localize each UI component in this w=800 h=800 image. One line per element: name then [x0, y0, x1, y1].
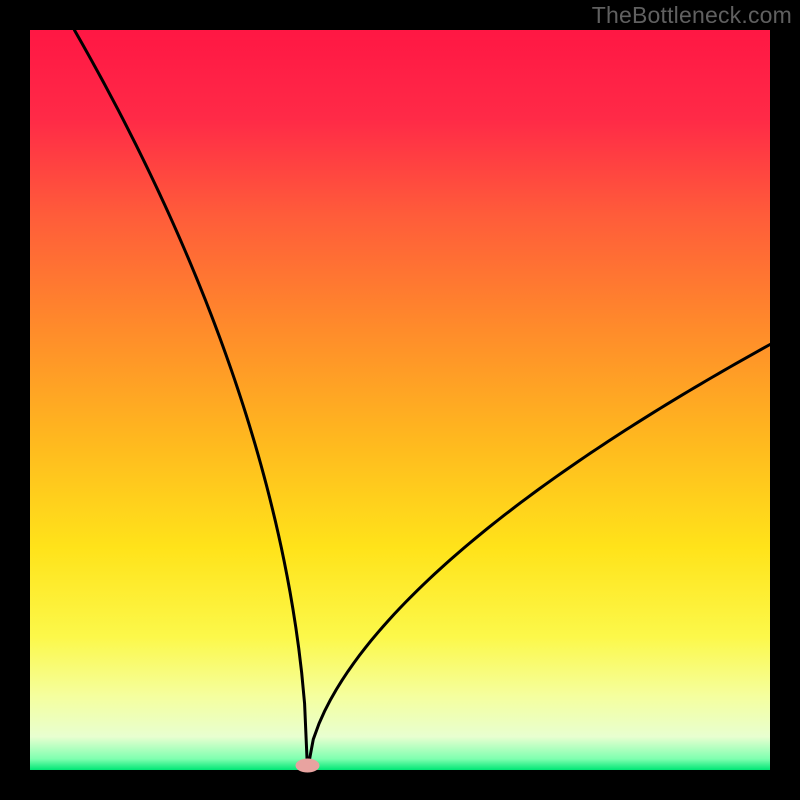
- chart-background-gradient: [30, 30, 770, 770]
- watermark-text: TheBottleneck.com: [592, 2, 792, 29]
- bottleneck-chart: [0, 0, 800, 800]
- optimal-point-marker: [296, 759, 320, 773]
- chart-frame: TheBottleneck.com: [0, 0, 800, 800]
